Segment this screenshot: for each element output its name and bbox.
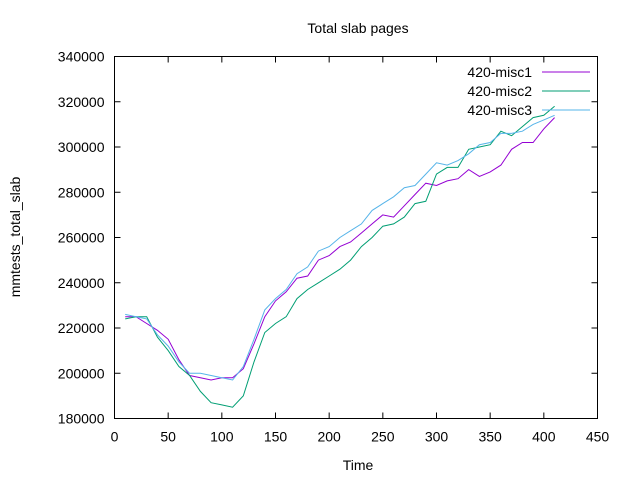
y-tick-label: 180000	[58, 411, 105, 427]
x-tick-label: 450	[586, 429, 610, 445]
y-tick-label: 220000	[58, 320, 105, 336]
legend-label: 420-misc1	[467, 64, 532, 80]
y-tick-label: 300000	[58, 139, 105, 155]
y-tick-label: 260000	[58, 230, 105, 246]
series-line-420-misc2	[125, 105, 555, 408]
x-tick-label: 200	[317, 429, 341, 445]
x-tick-label: 250	[371, 429, 395, 445]
y-tick-label: 240000	[58, 275, 105, 291]
x-tick-label: 100	[210, 429, 234, 445]
x-tick-label: 50	[160, 429, 176, 445]
series-line-420-misc3	[125, 114, 555, 381]
x-tick-label: 300	[425, 429, 449, 445]
x-tick-label: 350	[478, 429, 502, 445]
y-tick-label: 200000	[58, 365, 105, 381]
legend-label: 420-misc3	[467, 102, 532, 118]
ticks-layer: 0 50 100 150 200 250 300 350 400 450 180000 200000 2…	[58, 49, 610, 445]
x-axis-label: Time	[343, 457, 374, 473]
y-axis-label: mmtests_total_slab	[7, 176, 23, 297]
y-tick-label: 320000	[58, 94, 105, 110]
legend-label: 420-misc2	[467, 83, 532, 99]
y-tick-label: 340000	[58, 49, 105, 65]
legend: 420-misc1 420-misc2 420-misc3	[467, 64, 590, 118]
chart-title: Total slab pages	[307, 20, 408, 36]
x-tick-label: 400	[532, 429, 556, 445]
x-tick-label: 150	[264, 429, 288, 445]
y-tick-label: 280000	[58, 184, 105, 200]
series-layer	[125, 105, 555, 408]
x-tick-label: 0	[111, 429, 119, 445]
series-line-420-misc1	[125, 117, 555, 381]
